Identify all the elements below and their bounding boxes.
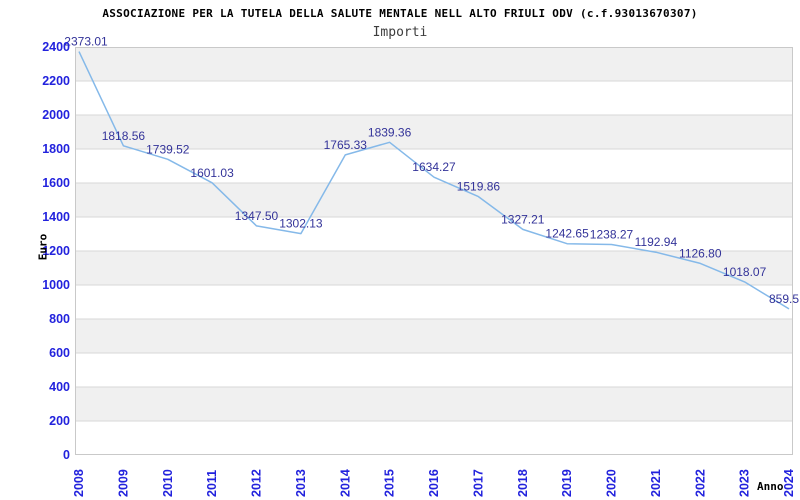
data-point-label: 859.5 [769,292,799,306]
x-tick-label: 2020 [605,469,619,497]
x-tick-label: 2015 [383,469,397,497]
x-tick-label: 2017 [471,469,485,497]
y-tick-label: 1400 [42,210,70,224]
x-axis-title: Anno [757,480,784,493]
y-tick-label: 600 [49,346,70,360]
y-tick-label: 2200 [42,74,70,88]
plot-band [75,319,793,353]
data-point-label: 1839.36 [368,125,412,139]
y-tick-label: 200 [49,414,70,428]
y-tick-label: 800 [49,312,70,326]
y-tick-label: 400 [49,380,70,394]
data-point-label: 1519.86 [457,180,501,194]
plot-border [75,47,793,455]
plot-band [75,285,793,319]
x-tick-label: 2018 [516,469,530,497]
y-tick-label: 0 [63,448,70,462]
y-tick-label: 1600 [42,176,70,190]
y-tick-label: 2400 [42,40,70,54]
y-tick-label: 1800 [42,142,70,156]
data-point-label: 1327.21 [501,212,545,226]
data-point-label: 1765.33 [324,138,368,152]
chart-subtitle: Importi [372,25,428,40]
x-tick-label: 2010 [161,469,175,497]
data-point-label: 1818.56 [102,129,146,143]
x-tick-label: 2021 [649,469,663,497]
x-tick-label: 2023 [738,469,752,497]
plot-band [75,217,793,251]
x-tick-label: 2024 [782,469,796,497]
plot-band [75,387,793,421]
x-tick-label: 2011 [205,470,219,497]
plot-band [75,81,793,115]
plot-band [75,183,793,217]
plot-band [75,47,793,81]
y-tick-label: 1200 [42,244,70,258]
x-tick-label: 2012 [250,469,264,497]
data-point-label: 1634.27 [412,160,456,174]
x-tick-label: 2014 [338,469,352,497]
plot-band [75,115,793,149]
data-point-label: 1347.50 [235,209,279,223]
data-point-label: 1601.03 [190,166,234,180]
data-point-label: 1242.65 [545,227,589,241]
plot-band [75,353,793,387]
chart-title: ASSOCIAZIONE PER LA TUTELA DELLA SALUTE … [102,7,698,20]
y-tick-label: 2000 [42,108,70,122]
data-point-label: 1302.13 [279,217,323,231]
y-axis-title: Euro [36,233,50,261]
data-point-label: 2373.01 [64,35,108,49]
data-point-label: 1018.07 [723,265,767,279]
x-tick-label: 2016 [427,469,441,497]
plot-band [75,421,793,455]
data-point-label: 1126.80 [679,246,722,260]
data-point-label: 1192.94 [635,235,678,249]
data-point-label: 1238.27 [590,228,634,242]
x-tick-label: 2009 [116,469,130,497]
x-tick-label: 2008 [72,469,86,497]
data-line [78,51,790,310]
y-tick-label: 1000 [42,278,70,292]
x-tick-label: 2013 [294,469,308,497]
data-point-label: 1739.52 [146,142,190,156]
x-tick-label: 2022 [693,469,707,497]
x-tick-label: 2019 [560,469,574,497]
